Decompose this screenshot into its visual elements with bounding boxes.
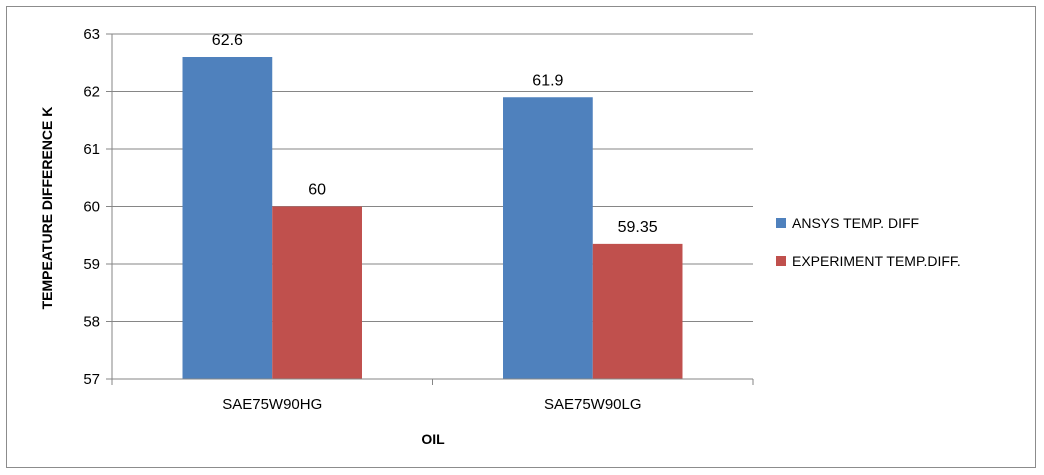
x-tick-label: SAE75W90LG bbox=[544, 396, 642, 413]
y-tick-label: 60 bbox=[83, 199, 100, 216]
legend-label: ANSYS TEMP. DIFF bbox=[792, 215, 919, 231]
bar bbox=[182, 57, 273, 379]
y-tick-label: 61 bbox=[83, 141, 100, 158]
data-label: 59.35 bbox=[618, 219, 658, 236]
y-tick-labels: 57 58 59 60 61 62 63 bbox=[83, 26, 100, 388]
y-tick-label: 58 bbox=[83, 314, 100, 331]
data-label: 62.6 bbox=[212, 32, 243, 49]
y-tick-label: 57 bbox=[83, 371, 100, 388]
bar bbox=[503, 97, 593, 379]
y-tick-label: 59 bbox=[83, 256, 100, 273]
data-labels: 62.6 60 61.9 59.35 bbox=[212, 32, 658, 236]
bar bbox=[592, 243, 683, 379]
y-axis-title: TEMPEATURE DIFFERENCE K bbox=[39, 107, 55, 310]
x-axis-title: OIL bbox=[421, 431, 445, 447]
data-label: 60 bbox=[308, 182, 326, 199]
bar bbox=[272, 206, 362, 379]
x-tick-label: SAE75W90HG bbox=[222, 396, 322, 413]
x-tick-labels: SAE75W90HG SAE75W90LG bbox=[222, 396, 641, 413]
legend-swatch bbox=[776, 218, 786, 228]
axes bbox=[106, 33, 754, 385]
data-label: 61.9 bbox=[532, 72, 563, 89]
legend-label: EXPERIMENT TEMP.DIFF. bbox=[792, 253, 961, 269]
legend-swatch bbox=[776, 256, 786, 266]
bars bbox=[182, 57, 683, 379]
legend: ANSYS TEMP. DIFF EXPERIMENT TEMP.DIFF. bbox=[776, 215, 961, 269]
y-tick-label: 63 bbox=[83, 26, 100, 43]
y-tick-label: 62 bbox=[83, 84, 100, 101]
